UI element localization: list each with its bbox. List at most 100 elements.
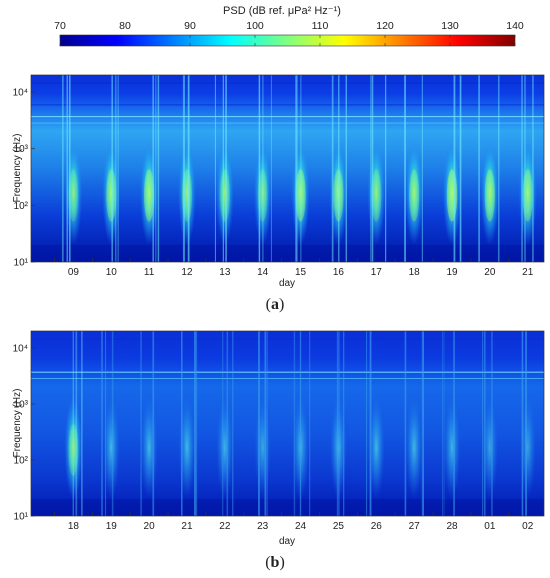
y-tick-label: 10¹ — [14, 512, 29, 523]
day-peak-core — [257, 169, 268, 222]
day-activity-mark — [102, 140, 121, 246]
y-tick-label: 10² — [14, 201, 29, 212]
x-tick-label: 11 — [144, 267, 155, 278]
day-activity-mark — [442, 140, 462, 246]
colorbar — [59, 34, 516, 47]
x-tick-label: 20 — [484, 267, 496, 278]
colorbar-ticks: 70 80 90 100 110 120 130 140 — [54, 20, 524, 46]
x-tick-label: 24 — [295, 521, 307, 532]
colorbar-title: PSD (dB ref. μPa² Hz⁻¹) — [223, 5, 341, 17]
panel-label-b-letter: b — [271, 554, 280, 571]
y-tick-label: 10³ — [14, 144, 29, 155]
x-tick-label: 22 — [219, 521, 231, 532]
y-tick-label: 10⁴ — [13, 343, 28, 354]
day-activity-mark — [215, 140, 234, 246]
day-activity-mark — [216, 395, 234, 500]
x-tick-label: 28 — [446, 521, 458, 532]
day-peak-core — [68, 169, 79, 222]
x-tick-label: 25 — [333, 521, 345, 532]
x-tick-label: 17 — [371, 267, 383, 278]
colorbar-tick-label: 130 — [441, 20, 459, 32]
day-activity-mark — [367, 140, 386, 246]
x-tick-label: 09 — [68, 267, 80, 278]
xlabel-b: day — [279, 536, 295, 547]
day-activity-mark — [480, 140, 499, 246]
x-tick-label: 27 — [409, 521, 421, 532]
day-peak-core — [409, 169, 420, 222]
day-activity-mark — [405, 395, 423, 500]
day-peak-core — [446, 169, 458, 222]
plot-a-frame — [30, 74, 545, 263]
day-activity-mark — [518, 140, 537, 246]
x-tick-label: 01 — [484, 521, 496, 532]
spectrogram-band — [31, 338, 544, 340]
day-peak-core — [219, 169, 230, 222]
day-peak-core — [106, 169, 117, 222]
day-peak-core — [295, 169, 306, 222]
x-tick-label: 18 — [409, 267, 421, 278]
day-activity-mark — [102, 395, 120, 500]
x-tick-label: 14 — [257, 267, 269, 278]
spectrogram-band — [31, 371, 544, 373]
colorbar-tick-label: 90 — [184, 20, 196, 32]
xlabel-a: day — [279, 278, 295, 289]
day-peak-core — [371, 169, 382, 222]
spectrogram-a-content — [31, 75, 544, 262]
x-tick-label: 15 — [295, 267, 307, 278]
day-peak-core — [522, 169, 533, 222]
panel-label-a: (a) — [266, 296, 285, 313]
colorbar-tick-label: 110 — [312, 20, 329, 32]
day-activity-mark — [405, 140, 424, 246]
day-activity-mark — [253, 140, 272, 246]
spectrogram-band — [31, 122, 544, 124]
spectrogram-band — [31, 378, 544, 379]
spectrogram-band — [31, 359, 544, 362]
ylabel-b: Frequency (Hz) — [12, 389, 23, 458]
y-tick-label: 10³ — [14, 399, 29, 410]
spectrogram-b-content — [31, 331, 544, 516]
plot-b-axes: 10¹ 10² 10³ 10⁴ 18 19 20 21 22 23 24 25 26 27 28 01 02 — [13, 343, 534, 532]
ylabel-a: Frequency (Hz) — [12, 134, 23, 203]
plot-a-axes: 10¹ 10² 10³ 10⁴ 09 10 11 12 13 14 15 16 17 18 19 20 21 — [13, 88, 534, 278]
x-tick-label: 13 — [219, 267, 231, 278]
colorbar-tick-label: 120 — [376, 20, 394, 32]
day-activity-mark — [443, 395, 461, 500]
x-tick-label: 19 — [106, 521, 118, 532]
day-activity-mark — [481, 395, 499, 500]
y-tick-label: 10¹ — [14, 258, 29, 269]
day-activity-mark — [519, 395, 536, 500]
x-tick-label: 23 — [257, 521, 269, 532]
spectrogram-lowfreq — [31, 244, 544, 262]
colorbar-tick-label: 100 — [246, 20, 264, 32]
day-activity-mark — [178, 395, 196, 500]
x-tick-label: 10 — [106, 267, 118, 278]
x-tick-label: 02 — [522, 521, 534, 532]
day-activity-mark — [140, 395, 158, 500]
day-activity-mark — [367, 395, 385, 500]
x-tick-label: 19 — [446, 267, 458, 278]
spectrogram-lowfreq — [31, 499, 544, 516]
x-tick-label: 26 — [371, 521, 383, 532]
day-activity-mark — [178, 140, 196, 246]
x-tick-label: 12 — [181, 267, 193, 278]
y-tick-label: 10⁴ — [13, 88, 28, 99]
x-tick-label: 18 — [68, 521, 80, 532]
colorbar-tick-label: 80 — [119, 20, 131, 32]
y-tick-label: 10² — [14, 455, 29, 466]
day-activity-mark — [291, 140, 310, 246]
x-tick-label: 16 — [333, 267, 345, 278]
x-tick-label: 21 — [181, 521, 193, 532]
x-tick-label: 20 — [144, 521, 156, 532]
day-activity-mark — [64, 140, 83, 246]
spectrogram-band — [31, 103, 544, 106]
spectrogram-band — [31, 82, 544, 84]
plot-b-frame — [30, 330, 545, 517]
panel-label-a-letter: a — [271, 296, 279, 313]
colorbar-tick-label: 140 — [506, 20, 524, 32]
panel-label-b: (b) — [265, 554, 285, 571]
spectrogram-band — [31, 116, 544, 118]
day-activity-mark — [254, 395, 271, 500]
day-peak-core — [484, 169, 495, 222]
